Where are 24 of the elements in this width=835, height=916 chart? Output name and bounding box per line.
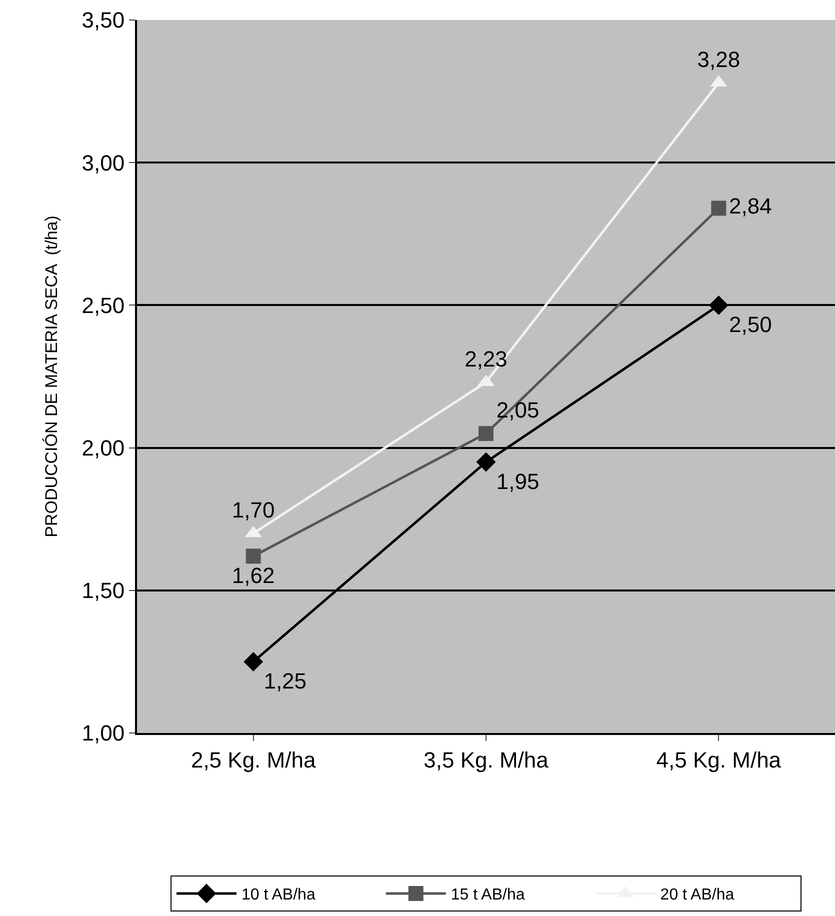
- point: [476, 452, 496, 472]
- data-label: 1,25: [264, 668, 307, 694]
- x-tick-label: 3,5 Kg. M/ha: [424, 747, 550, 772]
- point: [246, 548, 261, 564]
- y-axis-title: PRODUCCIÓN DE MATERIA SECA (t/ha): [42, 216, 61, 538]
- y-tick-label: 1,00: [82, 720, 125, 746]
- x-tick-label: 2,5 Kg. M/ha: [190, 747, 316, 772]
- data-label: 1,95: [496, 468, 540, 494]
- data-label: 3,28: [697, 46, 740, 72]
- point: [708, 295, 728, 315]
- data-label: 1,70: [232, 497, 275, 522]
- data-label: 2,50: [729, 312, 772, 338]
- y-tick-label: 2,00: [82, 436, 125, 460]
- point: [478, 426, 494, 442]
- data-label: 2,23: [464, 346, 508, 372]
- x-tick-label: 4,5 Kg. M/ha: [656, 747, 782, 772]
- y-tick-label: 3,00: [82, 150, 125, 176]
- point: [711, 200, 726, 216]
- point: [244, 652, 264, 672]
- data-label: 1,62: [232, 563, 275, 588]
- y-tick-label: 1,50: [82, 578, 125, 604]
- y-tick-label: 3,50: [82, 8, 125, 33]
- data-label: 2,84: [729, 194, 772, 219]
- y-tick-label: 2,50: [82, 292, 125, 318]
